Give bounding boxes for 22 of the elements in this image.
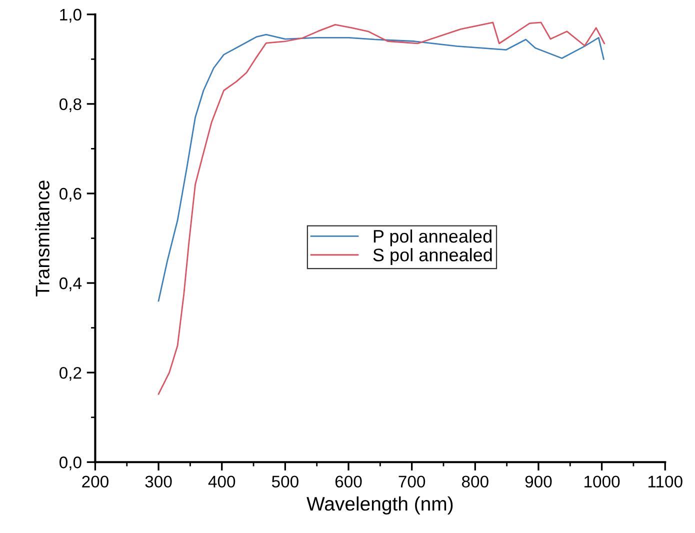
y-tick-label: 0,8 (60, 98, 82, 112)
x-tick-label: 200 (82, 476, 108, 488)
x-tick-label: 800 (462, 476, 488, 488)
line-series (158, 34, 604, 302)
x-tick-label: 300 (145, 476, 172, 488)
y-tick-label: 1,0 (60, 8, 82, 23)
x-tick-label: 400 (208, 476, 236, 488)
x-axis-title: Wavelength (nm) (306, 496, 453, 515)
x-tick-label: 900 (525, 476, 552, 488)
x-tick-label: 500 (272, 476, 298, 488)
line-series (158, 22, 606, 395)
x-tick-label: 600 (335, 476, 362, 488)
x-tick-label: 700 (398, 476, 426, 488)
y-tick-label: 0,4 (60, 277, 82, 292)
x-tick-label: 1000 (584, 476, 620, 488)
y-tick-label: 0,2 (60, 366, 82, 381)
legend-label: S pol annealed (373, 248, 492, 265)
x-tick-label: 1100 (648, 476, 682, 488)
y-axis-title: Transmitance (35, 180, 50, 296)
y-tick-label: 0,6 (60, 188, 82, 202)
y-tick-label: 0,0 (60, 456, 82, 470)
legend-label: P pol annealed (374, 229, 492, 246)
